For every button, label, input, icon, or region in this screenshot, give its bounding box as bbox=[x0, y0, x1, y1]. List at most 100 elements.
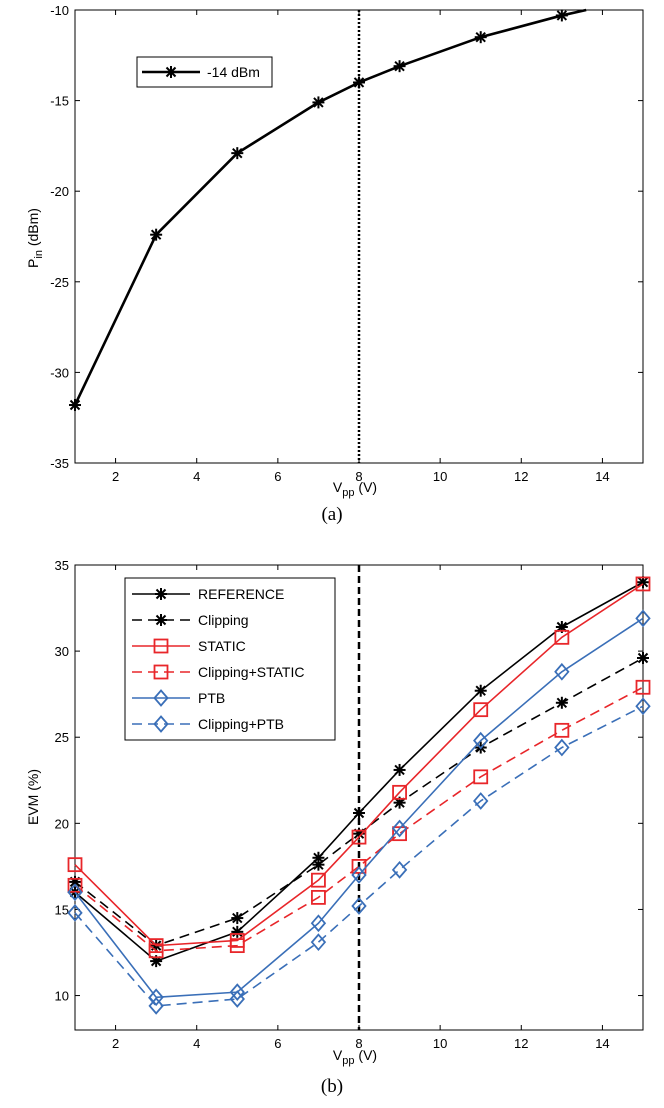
data-point bbox=[554, 629, 570, 645]
data-point bbox=[148, 997, 164, 1015]
data-point bbox=[67, 883, 83, 902]
data-point bbox=[310, 914, 327, 933]
data-point bbox=[555, 9, 568, 22]
x-tick-label: 12 bbox=[514, 469, 528, 484]
legend-marker bbox=[155, 614, 167, 626]
data-point bbox=[473, 792, 489, 810]
data-point bbox=[635, 576, 651, 592]
data-point bbox=[393, 763, 406, 776]
legend-marker bbox=[153, 689, 169, 707]
x-tick-label: 6 bbox=[274, 1036, 281, 1051]
legend-label: Clipping bbox=[198, 612, 249, 628]
chart-b-series bbox=[67, 576, 651, 1015]
data-point bbox=[351, 897, 367, 915]
chart-a-ticks: 2 4 6 8 10 12 14 -35 -30 -25 -20 -15 -10 bbox=[50, 3, 643, 484]
data-point bbox=[637, 652, 649, 664]
data-point bbox=[148, 988, 164, 1007]
data-point bbox=[554, 722, 570, 738]
y-tick-label: -35 bbox=[50, 456, 69, 471]
data-point bbox=[392, 784, 407, 800]
legend-marker bbox=[165, 66, 177, 78]
series-5 bbox=[67, 609, 651, 1007]
y-tick-label: 35 bbox=[55, 558, 69, 573]
data-point bbox=[312, 858, 325, 871]
series-line bbox=[74, 705, 644, 1007]
y-tick-label: 20 bbox=[55, 816, 69, 831]
legend-entry: Clipping bbox=[132, 612, 249, 628]
legend-entry: Clipping+PTB bbox=[132, 715, 284, 733]
data-point bbox=[311, 872, 326, 888]
chart-a-xlabel: Vpp (V) bbox=[333, 479, 377, 499]
data-point bbox=[392, 826, 407, 842]
legend-entry: Clipping+STATIC bbox=[132, 664, 304, 680]
data-point bbox=[555, 696, 568, 709]
series-4 bbox=[67, 679, 651, 959]
x-tick-label: 10 bbox=[433, 1036, 447, 1051]
data-point bbox=[635, 609, 651, 628]
chart-b: 2 4 6 8 10 12 14 10 15 20 25 30 35 EVM (%) Vpp (V) R… bbox=[25, 558, 651, 1097]
legend-label: STATIC bbox=[198, 638, 246, 654]
data-point bbox=[229, 938, 245, 954]
data-point bbox=[229, 990, 245, 1008]
x-tick-label: 12 bbox=[514, 1036, 528, 1051]
x-tick-label: 8 bbox=[355, 469, 362, 484]
series-line bbox=[74, 617, 644, 999]
data-point bbox=[67, 857, 83, 873]
data-point bbox=[353, 807, 365, 819]
legend-entry: PTB bbox=[132, 689, 225, 707]
chart-a-legend-box bbox=[136, 56, 273, 88]
data-point bbox=[148, 943, 164, 959]
data-point bbox=[474, 31, 487, 44]
data-point bbox=[229, 983, 245, 1001]
x-tick-label: 14 bbox=[595, 469, 609, 484]
legend-label: -14 dBm bbox=[207, 64, 260, 80]
data-point bbox=[231, 912, 244, 925]
data-point bbox=[473, 702, 489, 718]
data-point bbox=[391, 819, 408, 838]
series-line bbox=[74, 686, 644, 952]
legend-marker bbox=[153, 664, 169, 680]
x-tick-label: 4 bbox=[193, 1036, 200, 1051]
chart-a-series bbox=[69, 8, 587, 412]
data-point bbox=[351, 829, 367, 845]
chart-b-ylabel: EVM (%) bbox=[25, 769, 41, 825]
series-line bbox=[74, 583, 644, 947]
legend-marker bbox=[153, 715, 169, 733]
data-point bbox=[554, 662, 570, 681]
legend-entry: -14 dBm bbox=[142, 64, 260, 80]
data-point bbox=[474, 684, 487, 697]
y-tick-label: -30 bbox=[50, 365, 69, 380]
chart-a: 2 4 6 8 10 12 14 -35 -30 -25 -20 -15 -10 Pin (dBm) V… bbox=[25, 3, 644, 525]
y-tick-label: 10 bbox=[55, 989, 69, 1004]
legend-label: Clipping+STATIC bbox=[198, 664, 304, 680]
y-tick-label: -25 bbox=[50, 275, 69, 290]
y-tick-label: -10 bbox=[50, 3, 69, 18]
legend-label: REFERENCE bbox=[198, 586, 284, 602]
chart-b-legend-box bbox=[124, 577, 336, 741]
chart-b-ticks: 2 4 6 8 10 12 14 10 15 20 25 30 35 bbox=[55, 558, 643, 1051]
y-tick-label: 25 bbox=[55, 730, 69, 745]
data-point bbox=[312, 96, 325, 109]
legend-marker bbox=[155, 588, 167, 600]
data-point bbox=[473, 769, 489, 785]
y-tick-label: 15 bbox=[55, 902, 69, 917]
chart-b-xlabel: Vpp (V) bbox=[333, 1047, 377, 1067]
legend-label: PTB bbox=[198, 690, 225, 706]
data-point bbox=[391, 860, 408, 879]
data-point bbox=[67, 904, 83, 922]
data-point bbox=[311, 889, 326, 905]
x-tick-label: 10 bbox=[433, 469, 447, 484]
series-1 bbox=[69, 8, 587, 412]
chart-a-ylabel: Pin (dBm) bbox=[25, 208, 45, 268]
data-point bbox=[67, 877, 83, 893]
x-tick-label: 2 bbox=[112, 469, 119, 484]
chart-a-legend: -14 dBm bbox=[136, 56, 273, 88]
data-point bbox=[353, 76, 365, 89]
x-tick-label: 2 bbox=[112, 1036, 119, 1051]
data-point bbox=[310, 933, 327, 952]
data-point bbox=[351, 866, 367, 884]
data-point bbox=[231, 925, 244, 938]
legend-marker bbox=[153, 638, 169, 654]
x-tick-label: 4 bbox=[193, 469, 200, 484]
